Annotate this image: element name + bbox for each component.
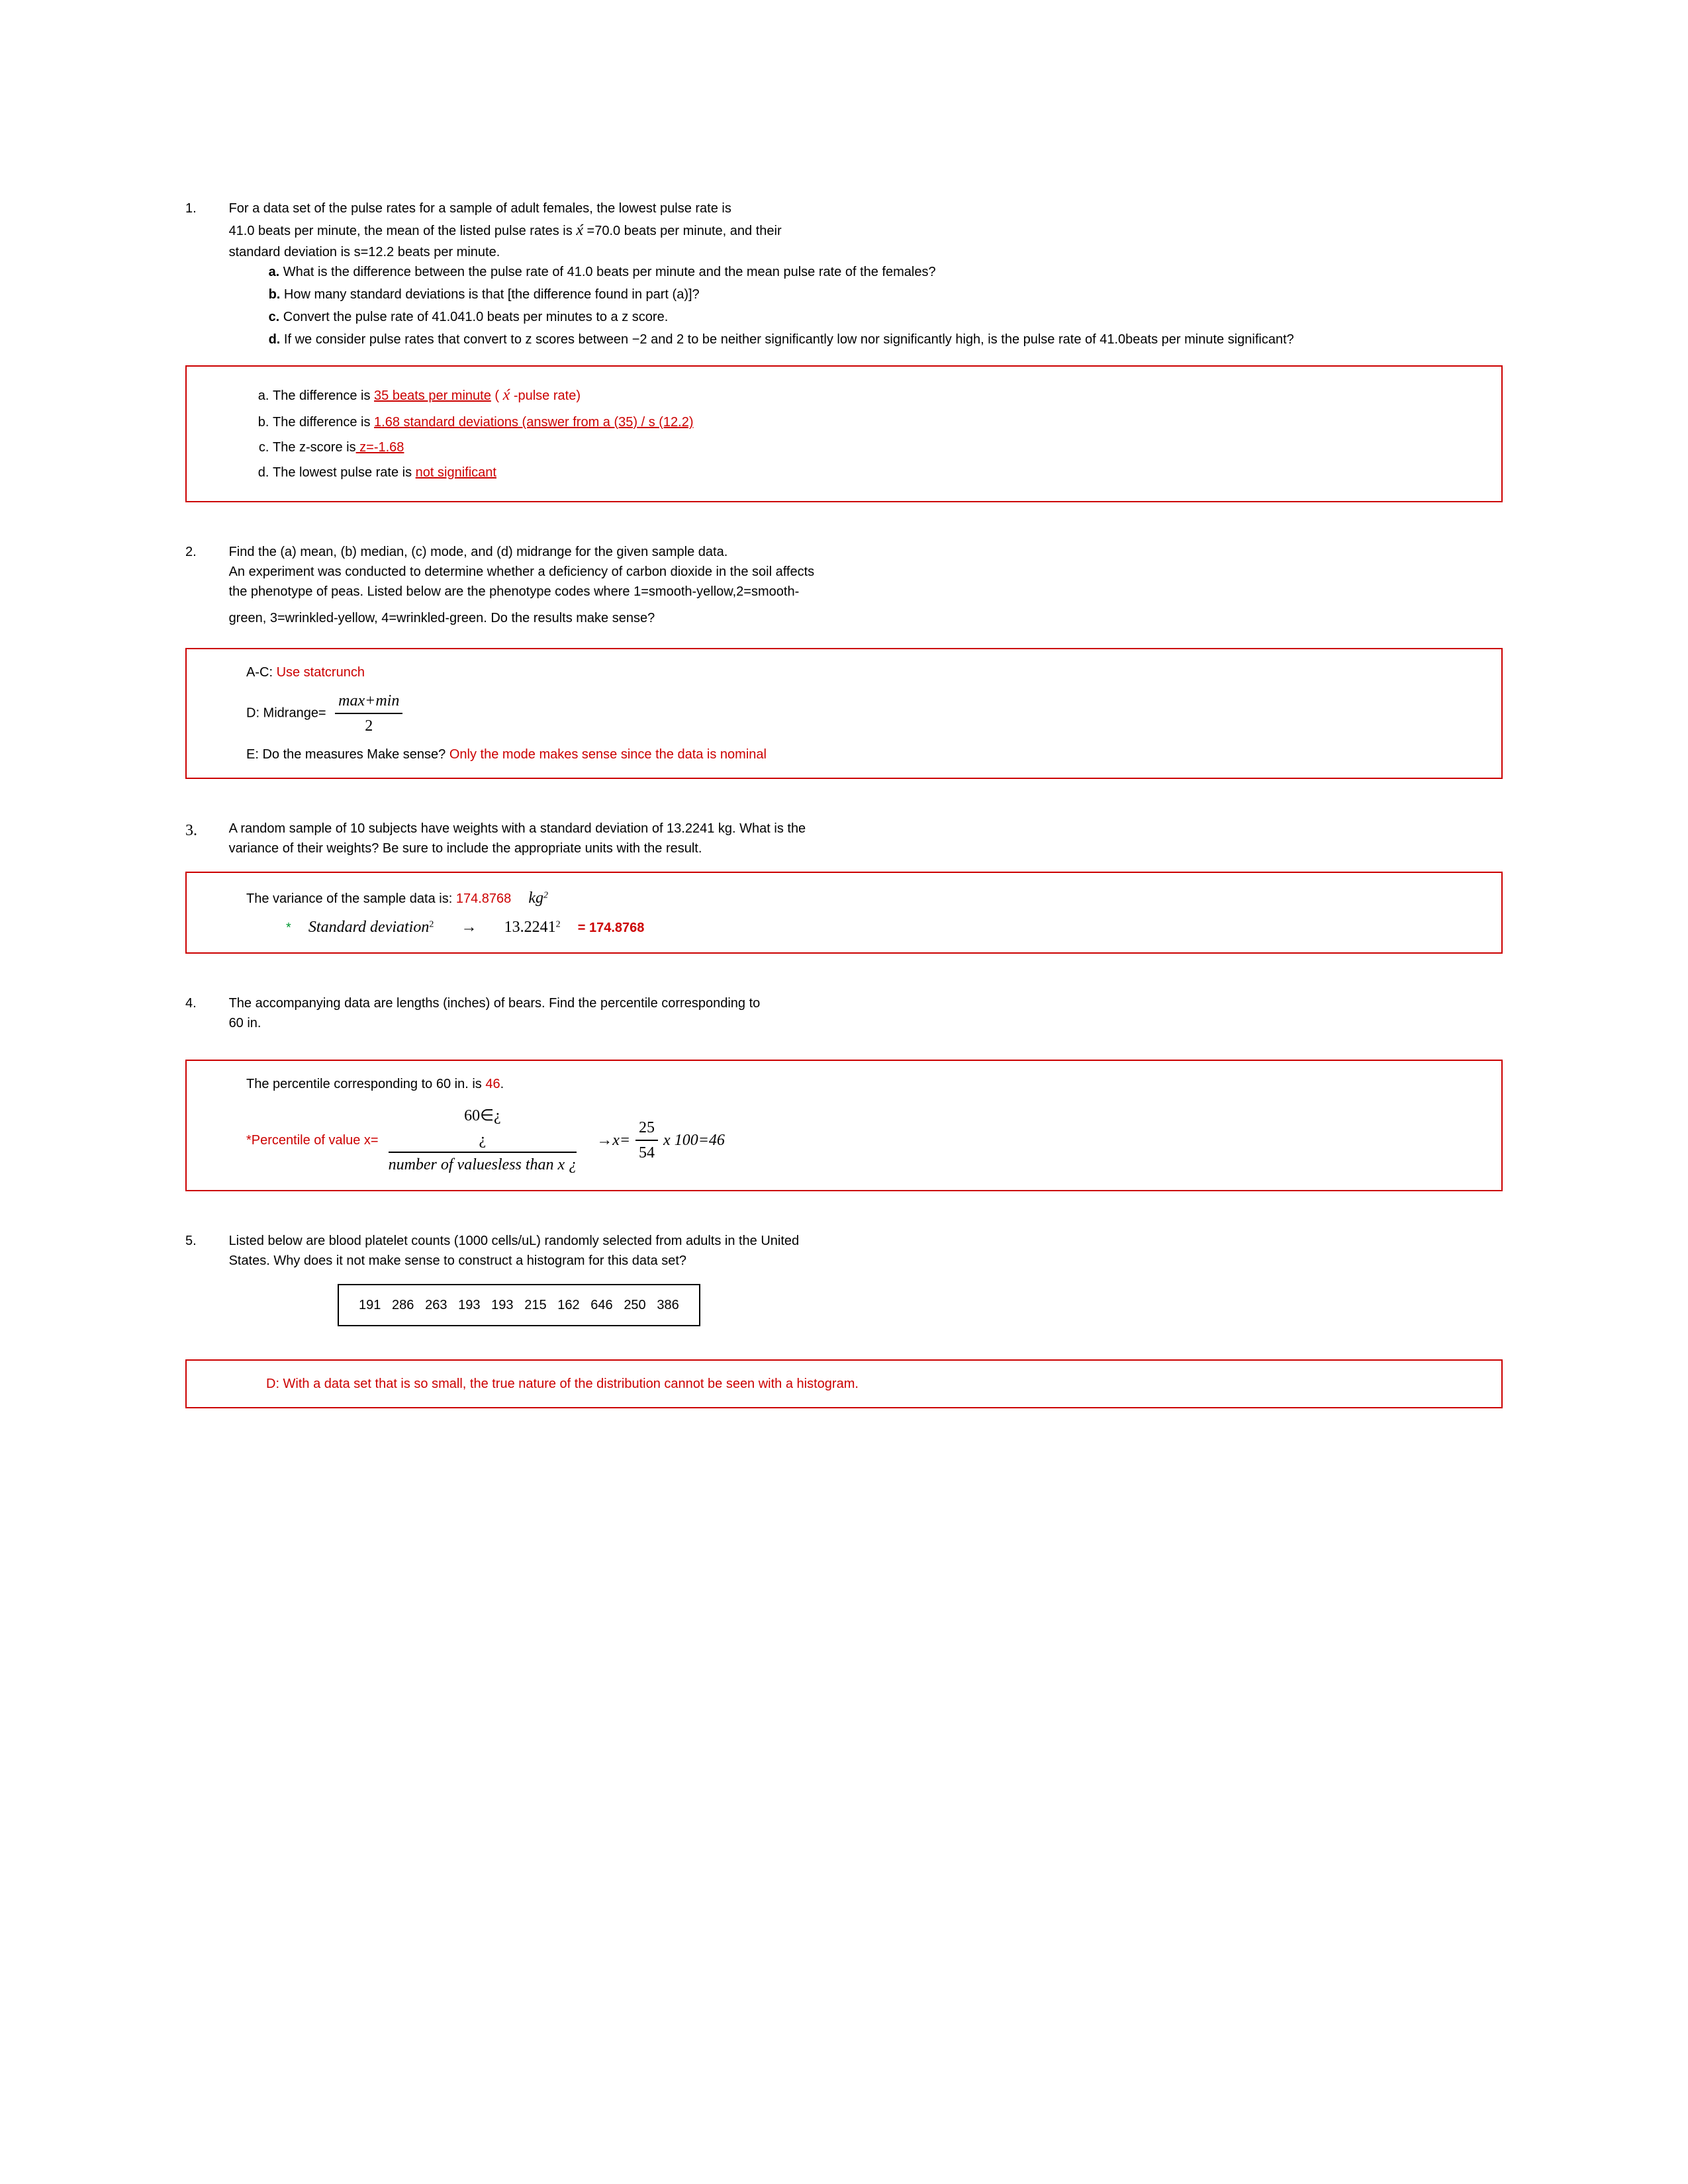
q3-sd: Standard deviation xyxy=(308,919,429,936)
q1-line1b-post: =70.0 beats per minute, and their xyxy=(587,224,782,238)
q2-frac: max+min 2 xyxy=(335,689,402,738)
q3-arrow: → xyxy=(461,919,477,936)
q4-number: 4. xyxy=(185,993,225,1013)
q2-ac-red: Use statcrunch xyxy=(277,665,365,680)
q1-ans-c: The z-score is z=-1.68 xyxy=(273,437,1481,457)
q3-ans-l1-pre: The variance of the sample data is: xyxy=(246,891,456,906)
q4-l1: The accompanying data are lengths (inche… xyxy=(229,996,761,1011)
q1-ans-c-u: z=-1.68 xyxy=(356,440,404,455)
q2-number: 2. xyxy=(185,542,225,562)
q4-top: 60∈¿ xyxy=(389,1104,577,1128)
question-5: 5. Listed below are blood platelet count… xyxy=(185,1231,1503,1408)
q4-frac-den: 54 xyxy=(635,1141,658,1165)
q1-line1b-pre: 41.0 beats per minute, the mean of the l… xyxy=(229,224,577,238)
q2-e-pre: E: Do the measures Make sense? xyxy=(246,747,449,762)
q2-l3: the phenotype of peas. Listed below are … xyxy=(229,584,800,599)
q2-frac-num: max+min xyxy=(335,689,402,714)
q1-ans-a-u: 35 beats per minute xyxy=(374,388,491,403)
q1-body: For a data set of the pulse rates for a … xyxy=(229,199,1500,352)
q5-l2: States. Why does it not make sense to co… xyxy=(229,1253,686,1268)
q1-line1c: standard deviation is s=12.2 beats per m… xyxy=(229,245,500,259)
q3-kg: kg xyxy=(528,889,543,907)
q1-ans-b-u: 1.68 standard deviations (answer from a … xyxy=(374,415,693,430)
q1-d-text: If we consider pulse rates that convert … xyxy=(280,332,1293,347)
q1-d-bold: d. xyxy=(269,332,281,347)
q3-ans-l1-red: 174.8768 xyxy=(456,891,511,906)
q4-big-frac: 60∈¿ ¿ number of valuesless than x ¿ xyxy=(389,1104,577,1177)
q3-star: * xyxy=(286,921,291,935)
q2-ac-pre: A-C: xyxy=(246,665,277,680)
q4-ans-l1-red: 46 xyxy=(485,1077,500,1091)
q1-ans-d-u: not significant xyxy=(416,465,496,480)
q2-d-pre: D: Midrange= xyxy=(246,705,330,720)
q5-number: 5. xyxy=(185,1231,225,1251)
q3-val: 13.2241 xyxy=(504,919,556,936)
q2-l2: An experiment was conducted to determine… xyxy=(229,565,815,579)
q2-e-red: Only the mode makes sense since the data… xyxy=(449,747,767,762)
q4-l2: 60 in. xyxy=(229,1016,261,1030)
q1-c-text: Convert the pulse rate of 41.041.0 beats… xyxy=(279,310,668,324)
q3-number: 3. xyxy=(185,819,225,842)
q1-number: 1. xyxy=(185,199,225,218)
q4-frac-num: 25 xyxy=(635,1116,658,1141)
q4-answer-box: The percentile corresponding to 60 in. i… xyxy=(185,1060,1503,1191)
q3-kg-sup: 2 xyxy=(543,890,548,900)
q1-b-bold: b. xyxy=(269,287,281,302)
question-3: 3. A random sample of 10 subjects have w… xyxy=(185,819,1503,954)
question-2: 2. Find the (a) mean, (b) median, (c) mo… xyxy=(185,542,1503,779)
q1-ans-c-pre: The z-score is xyxy=(273,440,356,455)
q1-ans-b-pre: The difference is xyxy=(273,415,374,430)
q4-post: x 100=46 xyxy=(663,1128,725,1152)
q1-answer-box: The difference is 35 beats per minute ( … xyxy=(185,365,1503,502)
q1-ans-a: The difference is 35 beats per minute ( … xyxy=(273,383,1481,407)
q3-eq: = 174.8768 xyxy=(578,921,645,935)
q4-body: The accompanying data are lengths (inche… xyxy=(229,993,1500,1033)
q4-mid: ¿ xyxy=(389,1128,577,1153)
q3-l2: variance of their weights? Be sure to in… xyxy=(229,841,702,856)
q1-ans-a-pre: The difference is xyxy=(273,388,374,403)
q3-l1: A random sample of 10 subjects have weig… xyxy=(229,821,806,836)
q1-ans-a-paren-post: -pulse rate) xyxy=(510,388,581,403)
q4-frac2: 25 54 xyxy=(635,1116,658,1165)
question-1: 1. For a data set of the pulse rates for… xyxy=(185,199,1503,502)
q1-a-text: What is the difference between the pulse… xyxy=(279,265,935,279)
question-4: 4. The accompanying data are lengths (in… xyxy=(185,993,1503,1191)
q3-body: A random sample of 10 subjects have weig… xyxy=(229,819,1500,858)
q3-answer-box: The variance of the sample data is: 174.… xyxy=(185,872,1503,954)
q5-answer-box: D: With a data set that is so small, the… xyxy=(185,1359,1503,1408)
q5-ans: D: With a data set that is so small, the… xyxy=(266,1377,859,1391)
q4-star-red: *Percentile of value x= xyxy=(246,1130,379,1150)
q1-ans-d-pre: The lowest pulse rate is xyxy=(273,465,416,480)
q1-ans-a-paren-pre: ( xyxy=(491,388,503,403)
q3-sd-sup: 2 xyxy=(429,919,434,929)
q1-xbar: x́ xyxy=(576,222,583,239)
q1-ans-b: The difference is 1.68 standard deviatio… xyxy=(273,412,1481,432)
q2-answer-box: A-C: Use statcrunch D: Midrange= max+min… xyxy=(185,648,1503,779)
q5-data-box: 191 286 263 193 193 215 162 646 250 386 xyxy=(338,1284,700,1326)
q1-line1a: For a data set of the pulse rates for a … xyxy=(229,201,731,216)
q1-ans-a-xbar: x́ xyxy=(503,387,510,404)
q4-bot: number of valuesless than x ¿ xyxy=(389,1153,577,1177)
q1-b-text: How many standard deviations is that [th… xyxy=(280,287,699,302)
q1-c-bold: c. xyxy=(269,310,280,324)
q5-l1: Listed below are blood platelet counts (… xyxy=(229,1234,800,1248)
q1-ans-d: The lowest pulse rate is not significant xyxy=(273,463,1481,482)
q4-ans-l1-pre: The percentile corresponding to 60 in. i… xyxy=(246,1077,485,1091)
q4-xeq: x= xyxy=(612,1128,630,1152)
q2-l1: Find the (a) mean, (b) median, (c) mode,… xyxy=(229,545,728,559)
q5-data: 191 286 263 193 193 215 162 646 250 386 xyxy=(359,1298,679,1312)
q3-val-sup: 2 xyxy=(556,919,561,929)
q1-a-bold: a. xyxy=(269,265,280,279)
q2-frac-den: 2 xyxy=(335,714,402,738)
q2-l4: green, 3=wrinkled-yellow, 4=wrinkled-gre… xyxy=(229,608,655,628)
q2-body: Find the (a) mean, (b) median, (c) mode,… xyxy=(229,542,1500,628)
q5-body: Listed below are blood platelet counts (… xyxy=(229,1231,1500,1271)
q4-dot: . xyxy=(500,1077,504,1091)
q4-arrow: → xyxy=(596,1128,612,1152)
